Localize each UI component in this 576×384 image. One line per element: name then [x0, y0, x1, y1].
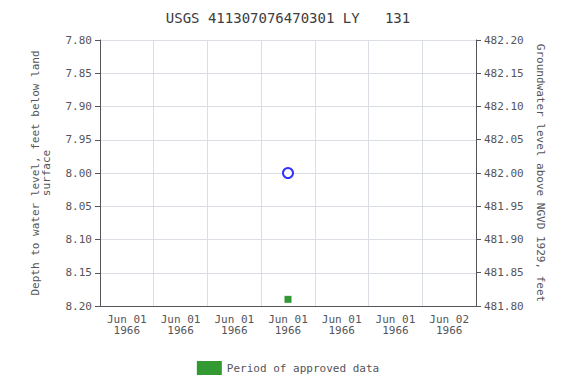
svg-text:Jun 01: Jun 01 [214, 313, 255, 326]
svg-text:1966: 1966 [436, 324, 463, 337]
svg-text:7.90: 7.90 [66, 100, 93, 113]
svg-text:481.95: 481.95 [484, 200, 524, 213]
svg-text:1966: 1966 [167, 324, 194, 337]
svg-text:7.80: 7.80 [66, 34, 93, 47]
svg-text:1966: 1966 [114, 324, 141, 337]
svg-text:7.85: 7.85 [66, 67, 93, 80]
svg-text:8.10: 8.10 [66, 233, 93, 246]
svg-text:1966: 1966 [275, 324, 302, 337]
svg-text:Jun 01: Jun 01 [107, 313, 147, 326]
svg-text:8.05: 8.05 [66, 200, 93, 213]
svg-text:482.20: 482.20 [484, 34, 524, 47]
svg-text:Jun 01: Jun 01 [160, 313, 201, 326]
svg-text:8.00: 8.00 [66, 167, 93, 180]
svg-text:481.85: 481.85 [484, 266, 524, 279]
svg-text:8.20: 8.20 [66, 300, 93, 313]
svg-text:482.10: 482.10 [484, 100, 524, 113]
svg-text:482.05: 482.05 [484, 133, 524, 146]
svg-text:7.95: 7.95 [66, 133, 93, 146]
svg-text:1966: 1966 [221, 324, 248, 337]
svg-text:Depth to water level, feet bel: Depth to water level, feet below land [29, 50, 42, 296]
svg-text:Jun 01: Jun 01 [321, 313, 362, 326]
svg-text:8.15: 8.15 [66, 266, 93, 279]
svg-text:Groundwater level above NGVD 1: Groundwater level above NGVD 1929, feet [534, 44, 547, 302]
svg-text:Jun 01: Jun 01 [375, 313, 416, 326]
svg-text:481.90: 481.90 [484, 233, 524, 246]
svg-text:Jun 02: Jun 02 [429, 313, 469, 326]
svg-text:1966: 1966 [382, 324, 409, 337]
svg-text:Jun 01: Jun 01 [268, 313, 308, 326]
svg-text:Period of approved data: Period of approved data [227, 362, 379, 375]
svg-text:481.80: 481.80 [484, 300, 524, 313]
svg-text:482.15: 482.15 [484, 67, 524, 80]
svg-text:surface: surface [40, 150, 53, 196]
svg-text:482.00: 482.00 [484, 167, 524, 180]
svg-text:1966: 1966 [328, 324, 355, 337]
svg-text:USGS 411307076470301 LY 131: USGS 411307076470301 LY 131 [166, 10, 410, 26]
